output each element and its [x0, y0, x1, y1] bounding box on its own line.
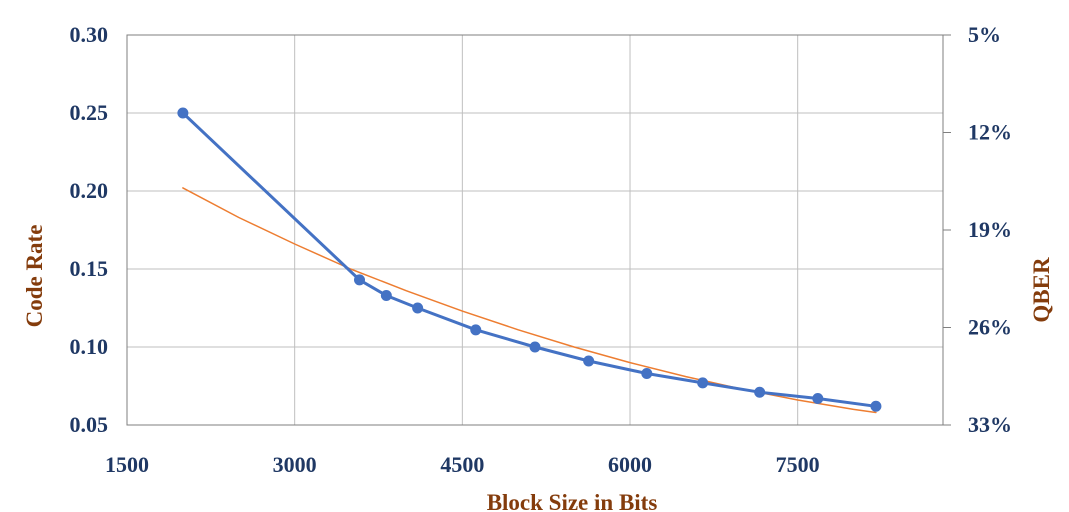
- x-tick-label: 3000: [273, 452, 317, 477]
- data-point: [697, 377, 709, 389]
- data-point: [412, 302, 424, 314]
- y2-tick-label: 33%: [968, 412, 1012, 437]
- y2-axis-title: QBER: [1029, 257, 1054, 323]
- data-point: [754, 386, 766, 398]
- y-tick-label: 0.20: [70, 178, 109, 203]
- y2-tick-label: 12%: [968, 120, 1012, 145]
- y-tick-label: 0.05: [70, 412, 109, 437]
- x-axis-ticks: 1500 3000 4500 6000 7500: [105, 452, 820, 477]
- data-point: [529, 341, 541, 353]
- data-point: [812, 392, 824, 404]
- data-point: [380, 290, 392, 302]
- y-axis-title: Code Rate: [22, 225, 47, 328]
- y-tick-label: 0.25: [70, 100, 109, 125]
- data-point: [354, 274, 366, 286]
- data-point: [470, 324, 482, 336]
- y2-tick-label: 26%: [968, 315, 1012, 340]
- x-tick-label: 7500: [776, 452, 820, 477]
- y-tick-label: 0.10: [70, 334, 109, 359]
- y2-tick-label: 19%: [968, 217, 1012, 242]
- trendline: [182, 187, 877, 414]
- x-axis-title: Block Size in Bits: [487, 490, 658, 512]
- y2-axis-ticks: 33% 26% 19% 12% 5%: [943, 22, 1012, 437]
- data-point: [177, 107, 189, 119]
- y2-tick-label: 5%: [968, 22, 1001, 47]
- plot-area-border: [126, 34, 944, 426]
- x-tick-label: 4500: [440, 452, 484, 477]
- grid-lines: [127, 35, 943, 425]
- y-axis-ticks: 0.05 0.10 0.15 0.20 0.25 0.30: [70, 22, 109, 437]
- x-tick-label: 6000: [608, 452, 652, 477]
- y-tick-label: 0.30: [70, 22, 109, 47]
- data-point: [583, 355, 595, 367]
- x-tick-label: 1500: [105, 452, 149, 477]
- data-point: [870, 400, 882, 412]
- series-group: [177, 107, 882, 414]
- y-tick-label: 0.15: [70, 256, 109, 281]
- data-point: [641, 368, 653, 380]
- series-line: [181, 111, 878, 408]
